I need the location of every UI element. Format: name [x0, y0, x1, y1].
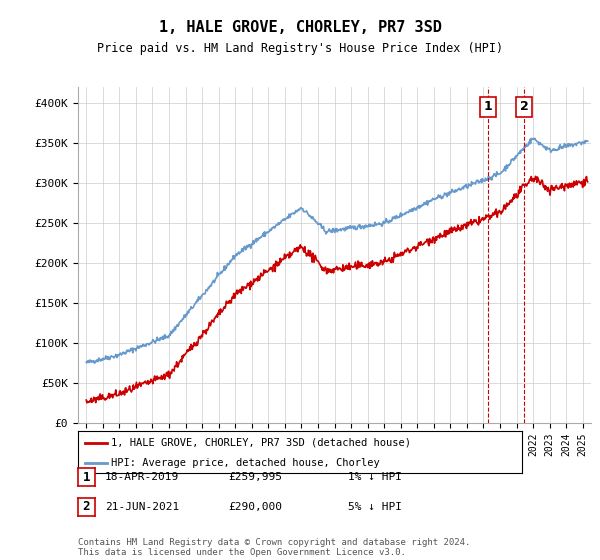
Text: 1: 1	[83, 470, 90, 484]
Text: 1: 1	[484, 100, 493, 113]
Text: Contains HM Land Registry data © Crown copyright and database right 2024.
This d: Contains HM Land Registry data © Crown c…	[78, 538, 470, 557]
Text: 5% ↓ HPI: 5% ↓ HPI	[348, 502, 402, 512]
Text: 1% ↓ HPI: 1% ↓ HPI	[348, 472, 402, 482]
Text: 1, HALE GROVE, CHORLEY, PR7 3SD (detached house): 1, HALE GROVE, CHORLEY, PR7 3SD (detache…	[112, 437, 412, 447]
Text: HPI: Average price, detached house, Chorley: HPI: Average price, detached house, Chor…	[112, 458, 380, 468]
Text: £259,995: £259,995	[228, 472, 282, 482]
Text: Price paid vs. HM Land Registry's House Price Index (HPI): Price paid vs. HM Land Registry's House …	[97, 42, 503, 55]
Text: 18-APR-2019: 18-APR-2019	[105, 472, 179, 482]
Text: £290,000: £290,000	[228, 502, 282, 512]
Text: 2: 2	[520, 100, 529, 113]
Text: 2: 2	[83, 500, 90, 514]
Text: 21-JUN-2021: 21-JUN-2021	[105, 502, 179, 512]
Text: 1, HALE GROVE, CHORLEY, PR7 3SD: 1, HALE GROVE, CHORLEY, PR7 3SD	[158, 20, 442, 35]
